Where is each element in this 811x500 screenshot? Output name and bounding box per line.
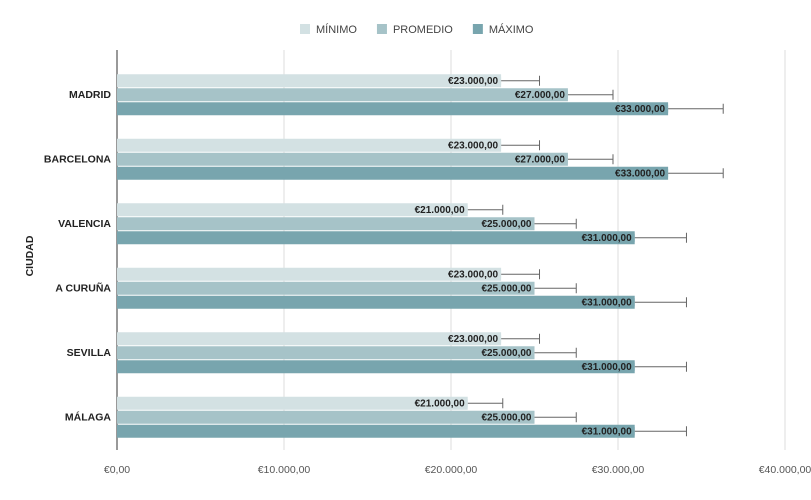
bar	[117, 217, 535, 231]
error-bar	[567, 89, 614, 100]
value-label: €31.000,00	[582, 233, 632, 244]
value-label-bg	[578, 425, 635, 437]
value-label-bg	[411, 204, 468, 216]
bar	[117, 267, 502, 281]
value-label: €31.000,00	[582, 297, 632, 308]
value-label-bg	[578, 296, 635, 308]
value-label: €27.000,00	[515, 154, 565, 165]
error-bar	[501, 140, 541, 151]
value-label: €23.000,00	[448, 334, 498, 345]
bar	[117, 295, 635, 309]
error-bar	[501, 269, 541, 280]
value-label-bg	[411, 397, 468, 409]
legend-swatch	[472, 24, 483, 34]
bar	[117, 152, 568, 166]
y-tick-label: A CURUÑA	[55, 282, 111, 295]
legend-swatch	[300, 24, 310, 34]
bar	[117, 424, 635, 438]
legend-label: MÍNIMO	[316, 23, 357, 36]
value-label-bg	[478, 218, 535, 230]
value-label: €33.000,00	[615, 168, 665, 179]
value-label-bg	[578, 232, 635, 244]
value-label-bg	[612, 167, 669, 179]
legend-label: PROMEDIO	[393, 24, 453, 36]
y-tick-label: BARCELONA	[44, 154, 111, 166]
value-label: €21.000,00	[415, 398, 465, 409]
error-bar	[634, 361, 687, 372]
x-tick-label: €30.000,00	[592, 464, 645, 476]
value-label: €31.000,00	[582, 362, 632, 373]
error-bar	[567, 154, 614, 165]
value-label: €23.000,00	[448, 140, 498, 151]
bar	[117, 346, 535, 360]
bar	[117, 410, 535, 424]
value-label-bg	[511, 153, 568, 165]
value-label-bg	[445, 268, 502, 280]
value-label-bg	[445, 139, 502, 151]
y-tick-label: MÁLAGA	[65, 411, 111, 424]
value-label: €25.000,00	[481, 283, 531, 294]
value-label-bg	[478, 411, 535, 423]
bar	[117, 396, 468, 410]
value-label-bg	[445, 333, 502, 345]
x-tick-label: €10.000,00	[258, 464, 311, 476]
bar	[117, 74, 502, 88]
error-bar	[467, 204, 504, 215]
value-label: €31.000,00	[582, 426, 632, 437]
value-label: €25.000,00	[481, 348, 531, 359]
x-tick-label: €0,00	[104, 464, 130, 476]
value-label-bg	[511, 89, 568, 101]
legend-label: MÁXIMO	[489, 23, 534, 36]
value-label: €33.000,00	[615, 104, 665, 115]
error-bar	[501, 75, 541, 86]
x-tick-label: €20.000,00	[425, 464, 478, 476]
error-bar	[634, 297, 687, 308]
x-tick-label: €40.000,00	[759, 464, 811, 476]
value-label-bg	[478, 282, 535, 294]
error-bar	[534, 218, 577, 229]
value-label: €23.000,00	[448, 269, 498, 280]
bar	[117, 166, 669, 180]
error-bar	[534, 283, 577, 294]
bar	[117, 102, 669, 116]
error-bar	[634, 232, 687, 243]
bar	[117, 88, 568, 102]
bar	[117, 332, 502, 346]
bar	[117, 203, 468, 217]
error-bar	[467, 398, 504, 409]
y-tick-label: SEVILLA	[67, 347, 112, 359]
y-tick-label: VALENCIA	[58, 218, 111, 230]
error-bar	[534, 412, 577, 423]
bar	[117, 138, 502, 152]
legend-swatch	[376, 24, 387, 34]
error-bar	[668, 103, 724, 114]
bar	[117, 231, 635, 245]
value-label-bg	[445, 75, 502, 87]
value-label: €27.000,00	[515, 90, 565, 101]
value-label: €23.000,00	[448, 76, 498, 87]
error-bar	[534, 347, 577, 358]
value-label-bg	[612, 103, 669, 115]
value-label-bg	[578, 361, 635, 373]
bar	[117, 281, 535, 295]
y-axis-label: CIUDAD	[24, 235, 36, 276]
y-tick-label: MADRID	[69, 89, 111, 101]
value-label: €25.000,00	[481, 219, 531, 230]
bar	[117, 360, 635, 374]
value-label: €25.000,00	[481, 412, 531, 423]
value-label: €21.000,00	[415, 205, 465, 216]
error-bar	[668, 168, 724, 179]
error-bar	[501, 333, 541, 344]
error-bar	[634, 426, 687, 437]
value-label-bg	[478, 347, 535, 359]
